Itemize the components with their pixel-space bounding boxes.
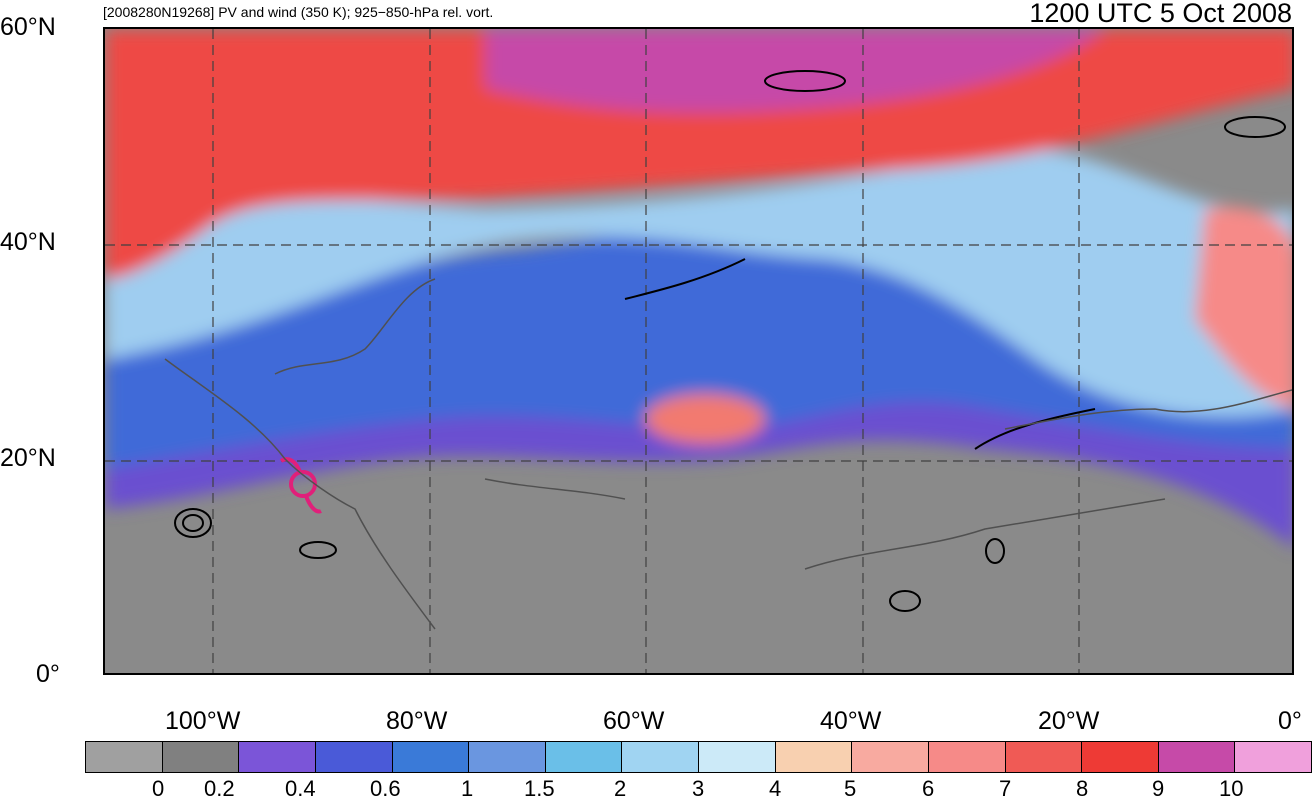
pv-zone-pink-east — [1195, 207, 1292, 408]
colorbar-label-7: 7 — [999, 776, 1012, 801]
colorbar-swatch-3 — [315, 742, 393, 772]
lon-label-20w: 20°W — [1038, 707, 1100, 735]
colorbar-swatch-10 — [852, 742, 929, 772]
colorbar-swatch-14 — [1158, 742, 1236, 772]
pv-wind-map — [103, 27, 1294, 675]
colorbar-swatch-13 — [1082, 742, 1159, 772]
colorbar-swatch-6 — [545, 742, 623, 772]
lon-label-0: 0° — [1278, 707, 1302, 735]
pv-zone-red — [105, 29, 1292, 279]
colorbar-swatch-9 — [775, 742, 853, 772]
pv-anomaly-red — [645, 394, 765, 444]
colorbar-swatch-15 — [1235, 742, 1311, 772]
grid-lines — [105, 29, 1292, 673]
colorbar-swatch-12 — [1005, 742, 1083, 772]
colorbar-label-2: 2 — [614, 776, 627, 801]
lat-label-20n: 20°N — [0, 444, 56, 472]
colorbar-swatch-7 — [622, 742, 699, 772]
colorbar-label-1: 1 — [461, 776, 474, 801]
map-timestamp: 1200 UTC 5 Oct 2008 — [1029, 0, 1292, 28]
colorbar-label-3: 3 — [692, 776, 705, 801]
colorbar-swatch-4 — [392, 742, 470, 772]
colorbar-label-0: 0 — [152, 776, 165, 801]
lat-label-40n: 40°N — [0, 228, 56, 256]
colorbar-swatch-11 — [928, 742, 1006, 772]
lon-label-60w: 60°W — [603, 707, 665, 735]
colorbar-label-9: 9 — [1152, 776, 1165, 801]
lat-label-60n: 60°N — [0, 13, 56, 41]
colorbar-label-5: 5 — [844, 776, 857, 801]
colorbar-swatch-0 — [86, 742, 163, 772]
colorbar-label-1-5: 1.5 — [524, 776, 555, 801]
map-title: [2008280N19268] PV and wind (350 K); 925… — [103, 4, 494, 20]
colorbar-label-0-4: 0.4 — [285, 776, 316, 801]
colorbar-label-6: 6 — [922, 776, 935, 801]
colorbar — [85, 741, 1312, 773]
lon-label-100w: 100°W — [165, 707, 241, 735]
colorbar-swatch-8 — [699, 742, 776, 772]
colorbar-label-0-2: 0.2 — [204, 776, 235, 801]
lon-label-80w: 80°W — [386, 707, 448, 735]
colorbar-label-0-6: 0.6 — [370, 776, 401, 801]
colorbar-swatch-2 — [239, 742, 316, 772]
colorbar-label-4: 4 — [769, 776, 782, 801]
pv-zone-lightblue — [105, 148, 1292, 417]
lon-label-40w: 40°W — [820, 707, 882, 735]
colorbar-label-8: 8 — [1076, 776, 1089, 801]
map-canvas — [105, 29, 1292, 673]
colorbar-swatch-1 — [162, 742, 240, 772]
coastlines — [164, 278, 1292, 630]
lat-label-0: 0° — [36, 660, 60, 688]
colorbar-label-10: 10 — [1219, 776, 1244, 801]
colorbar-swatch-5 — [469, 742, 546, 772]
